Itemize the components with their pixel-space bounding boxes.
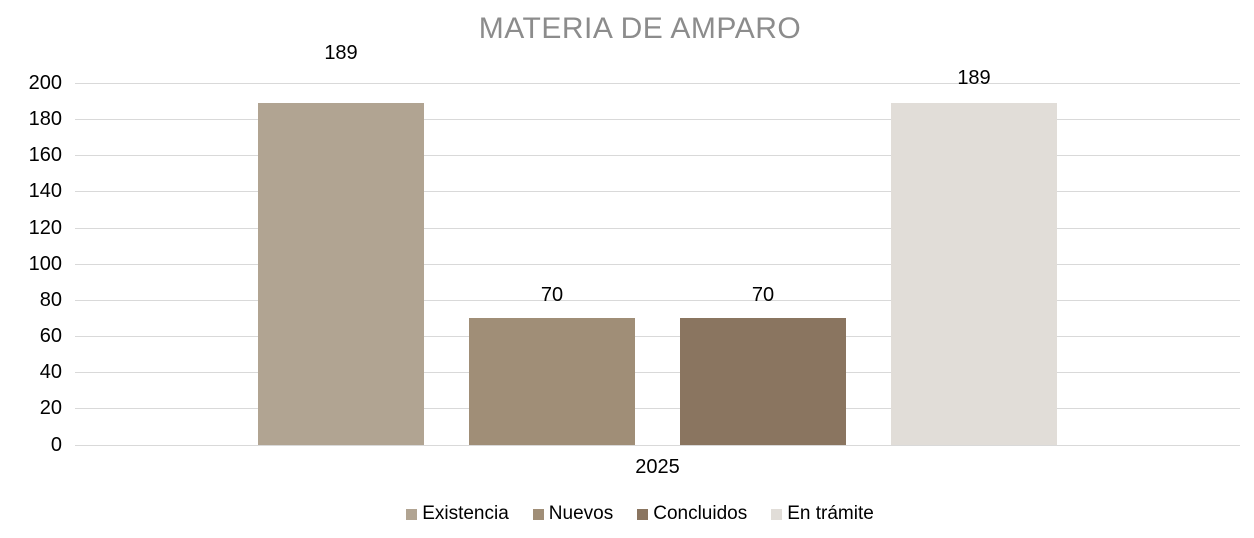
y-tick-label-120: 120 bbox=[28, 216, 62, 239]
bar-value-label-en-tramite: 189 bbox=[957, 67, 991, 90]
legend-swatch-icon-existencia bbox=[406, 508, 418, 520]
y-tick-label-160: 160 bbox=[28, 144, 62, 167]
gridline-40 bbox=[75, 372, 1240, 374]
bar-value-label-existencia: 189 bbox=[324, 42, 358, 65]
chart-title: MATERIA DE AMPARO bbox=[478, 12, 802, 45]
legend-item-existencia: Existencia bbox=[406, 503, 509, 525]
gridline-120 bbox=[75, 227, 1240, 229]
gridline-80 bbox=[75, 299, 1240, 301]
legend-item-nuevos: Nuevos bbox=[532, 503, 614, 525]
legend-item-en-tramite: En trámite bbox=[771, 503, 874, 525]
gridline-20 bbox=[75, 408, 1240, 410]
legend-label-existencia: Existencia bbox=[422, 503, 509, 524]
y-tick-label-60: 60 bbox=[39, 325, 62, 348]
bar-nuevos bbox=[469, 318, 635, 445]
gridline-140 bbox=[75, 191, 1240, 193]
gridline-180 bbox=[75, 119, 1240, 121]
legend-item-concluidos: Concluidos bbox=[637, 503, 747, 525]
y-tick-label-80: 80 bbox=[39, 288, 62, 311]
bar-concluidos bbox=[680, 318, 846, 445]
bar-value-label-nuevos: 70 bbox=[540, 284, 564, 307]
gridline-100 bbox=[75, 263, 1240, 265]
legend-swatch-icon-en-tramite bbox=[771, 508, 783, 520]
legend-label-concluidos: Concluidos bbox=[653, 503, 748, 524]
legend: Existencia Nuevos Concluidos En trámite bbox=[26, 501, 1254, 527]
y-tick-label-180: 180 bbox=[28, 108, 62, 131]
x-axis-category-label: 2025 bbox=[635, 456, 680, 478]
x-axis-line bbox=[75, 444, 1240, 446]
gridline-60 bbox=[75, 336, 1240, 338]
bar-en-tramite bbox=[891, 103, 1057, 445]
y-tick-label-20: 20 bbox=[39, 397, 62, 420]
bar-existencia bbox=[258, 103, 424, 445]
legend-swatch-icon-nuevos bbox=[532, 508, 544, 520]
y-tick-label-200: 200 bbox=[28, 72, 62, 94]
legend-label-nuevos: Nuevos bbox=[548, 503, 614, 524]
y-tick-label-0: 0 bbox=[50, 433, 62, 456]
y-tick-label-140: 140 bbox=[28, 180, 62, 203]
y-tick-label-100: 100 bbox=[28, 252, 62, 275]
legend-label-en-tramite: En trámite bbox=[787, 503, 874, 524]
gridline-160 bbox=[75, 155, 1240, 157]
bar-value-label-concluidos: 70 bbox=[751, 284, 775, 307]
legend-swatch-icon-concluidos bbox=[637, 508, 649, 520]
y-tick-label-40: 40 bbox=[39, 361, 62, 384]
gridline-200 bbox=[75, 83, 1240, 84]
